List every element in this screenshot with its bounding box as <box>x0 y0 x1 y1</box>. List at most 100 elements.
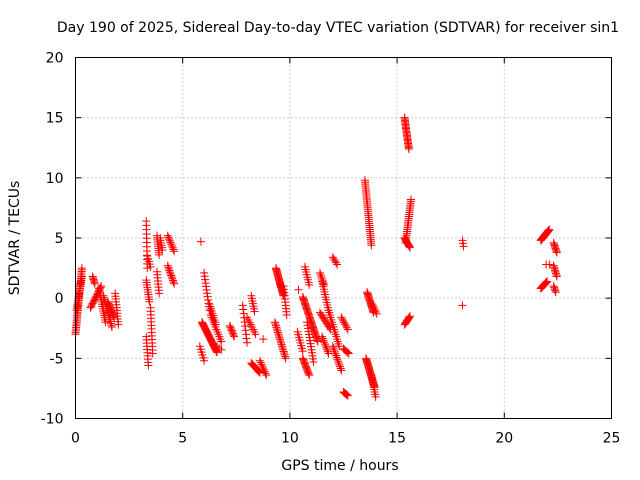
data-point <box>77 264 86 273</box>
data-point <box>169 278 178 287</box>
data-point <box>319 336 328 345</box>
data-point <box>321 342 330 351</box>
data-point <box>338 315 347 324</box>
grid-lines <box>75 57 612 419</box>
data-point <box>255 368 264 377</box>
data-point <box>318 332 327 341</box>
data-point <box>322 343 331 352</box>
data-point <box>405 313 414 322</box>
data-point <box>106 317 115 326</box>
data-point <box>400 234 409 242</box>
data-point <box>404 314 413 323</box>
data-point <box>155 250 164 259</box>
data-point <box>318 334 327 343</box>
data-point <box>250 307 259 316</box>
data-point <box>334 358 343 367</box>
data-point <box>316 270 325 279</box>
data-point <box>372 309 381 318</box>
data-point <box>170 279 179 288</box>
data-point <box>273 328 282 337</box>
data-point <box>407 195 416 204</box>
data-point <box>167 273 176 282</box>
data-point <box>320 340 329 349</box>
data-point <box>335 360 344 369</box>
data-point <box>404 241 413 250</box>
data-point <box>320 338 329 347</box>
data-point <box>101 318 110 327</box>
data-point <box>164 264 173 273</box>
data-point <box>275 333 284 342</box>
data-point <box>279 347 288 356</box>
data-point <box>324 349 333 358</box>
y-tick-label: -10 <box>41 412 64 428</box>
data-point <box>155 289 164 298</box>
data-point <box>146 262 155 271</box>
data-point <box>344 349 353 358</box>
data-point <box>196 237 205 246</box>
data-point <box>277 338 286 347</box>
data-point <box>543 277 552 286</box>
data-point <box>331 258 340 267</box>
data-point <box>405 243 414 252</box>
data-point <box>261 369 270 378</box>
data-point <box>341 322 350 331</box>
data-point <box>329 255 338 264</box>
chart-title: Day 190 of 2025, Sidereal Day-to-day VTE… <box>57 20 619 36</box>
data-point <box>336 364 345 373</box>
data-point <box>166 238 175 247</box>
data-point <box>305 371 314 380</box>
data-point <box>330 347 339 356</box>
data-point <box>276 337 285 346</box>
data-point <box>217 345 226 354</box>
data-point <box>107 323 116 332</box>
data-point <box>165 236 174 245</box>
data-point <box>402 238 411 247</box>
data-point <box>542 277 551 286</box>
data-point <box>342 323 351 332</box>
data-point <box>168 243 177 252</box>
x-tick-label: 20 <box>495 431 513 447</box>
data-point <box>368 300 377 309</box>
data-point <box>340 318 349 327</box>
data-point <box>541 279 550 288</box>
data-point <box>164 233 173 242</box>
data-point <box>323 347 332 356</box>
data-point <box>106 319 115 328</box>
data-point <box>371 392 380 401</box>
data-point <box>274 331 283 340</box>
data-point <box>329 344 338 353</box>
data-point <box>336 362 345 371</box>
data-point <box>403 239 412 248</box>
data-point <box>545 225 554 234</box>
data-point <box>371 305 380 314</box>
data-point <box>551 288 560 297</box>
data-point <box>258 362 267 371</box>
data-points <box>71 113 561 401</box>
axis-tick-labels: 0 5 10 15 20 25 -10 -5 0 5 10 15 20 <box>41 51 621 447</box>
data-point <box>229 331 238 340</box>
y-tick-label: 20 <box>46 51 64 67</box>
x-tick-label: 10 <box>281 431 299 447</box>
data-point <box>331 349 340 358</box>
data-point <box>272 325 281 334</box>
data-point <box>401 236 410 245</box>
data-point <box>107 321 116 330</box>
data-point <box>328 342 337 351</box>
data-point <box>313 337 322 346</box>
data-point <box>274 330 283 339</box>
data-point <box>337 366 346 375</box>
data-point <box>330 256 339 265</box>
data-point <box>542 278 551 287</box>
data-point <box>275 335 284 344</box>
data-point <box>337 313 346 322</box>
data-point <box>271 321 280 330</box>
data-point <box>271 319 280 328</box>
data-point <box>96 283 105 292</box>
data-point <box>343 325 352 334</box>
data-point <box>339 316 348 325</box>
x-tick-label: 5 <box>178 431 187 447</box>
data-point <box>281 354 290 363</box>
data-point <box>342 390 351 399</box>
data-point <box>168 274 177 283</box>
